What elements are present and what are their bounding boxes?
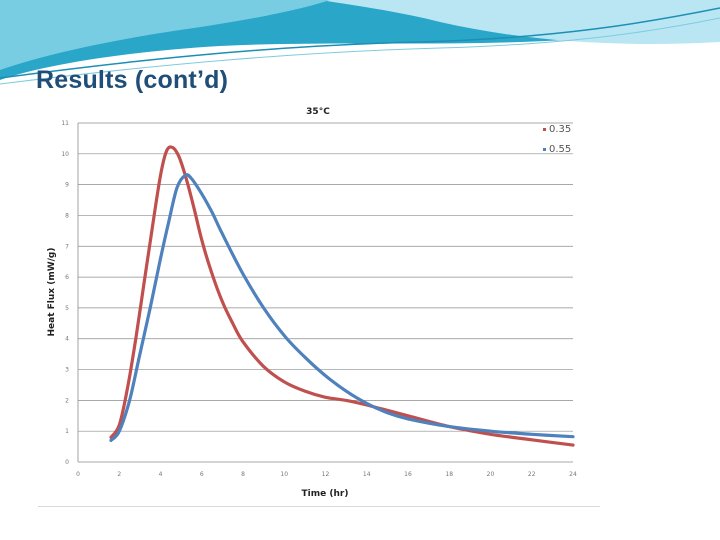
series-line-0.35 (109, 145, 575, 447)
x-tick-label: 20 (487, 471, 495, 478)
banner-wave-light (320, 0, 720, 44)
x-tick-label: 18 (445, 471, 453, 478)
y-tick-label: 9 (65, 182, 69, 189)
banner-line (0, 7, 720, 79)
y-tick-label: 8 (65, 212, 69, 219)
x-tick-label: 12 (322, 471, 330, 478)
x-tick-label: 24 (569, 471, 577, 478)
y-tick-label: 5 (65, 305, 69, 312)
y-tick-label: 4 (65, 336, 69, 343)
y-tick-label: 6 (65, 274, 69, 281)
axes (77, 123, 573, 463)
y-tick-label: 3 (65, 367, 69, 374)
y-tick-label: 10 (61, 151, 69, 158)
x-tick-label: 14 (363, 471, 371, 478)
x-tick-label: 8 (241, 471, 245, 478)
x-tick-label: 4 (159, 471, 163, 478)
y-tick-label: 1 (65, 428, 69, 435)
x-axis-title: Time (hr) (302, 489, 349, 499)
x-tick-label: 22 (528, 471, 536, 478)
series-line-0.55 (109, 173, 575, 442)
banner-line-2 (0, 17, 720, 85)
legend: 0.35 0.55 (543, 124, 571, 155)
y-tick-label: 11 (61, 120, 69, 127)
legend-label-0.55: 0.55 (549, 144, 571, 155)
x-tick-label: 0 (76, 471, 80, 478)
legend-swatch-0.35 (543, 128, 546, 131)
x-tick-label: 6 (200, 471, 204, 478)
decorative-banner (0, 0, 720, 85)
y-tick-label: 0 (65, 459, 69, 466)
x-tick-label: 16 (404, 471, 412, 478)
chart-title: 35°C (306, 107, 330, 117)
banner-wave-mid (0, 0, 330, 70)
series-lines (109, 145, 575, 447)
chart-container: 0 1 2 3 4 5 6 7 8 9 10 11 0 2 4 6 8 10 12 14 16 18 20 22 24 35°C… (38, 96, 600, 507)
y-axis-title: Heat Flux (mW/g) (47, 248, 57, 337)
legend-swatch-0.55 (543, 148, 546, 151)
x-tick-label: 2 (117, 471, 121, 478)
slide-title: Results (cont’d) (36, 66, 229, 94)
legend-label-0.35: 0.35 (549, 124, 571, 135)
y-tick-label: 7 (65, 243, 69, 250)
x-tick-label: 10 (280, 471, 288, 478)
grid-lines (78, 122, 573, 432)
y-tick-label: 2 (65, 397, 69, 404)
